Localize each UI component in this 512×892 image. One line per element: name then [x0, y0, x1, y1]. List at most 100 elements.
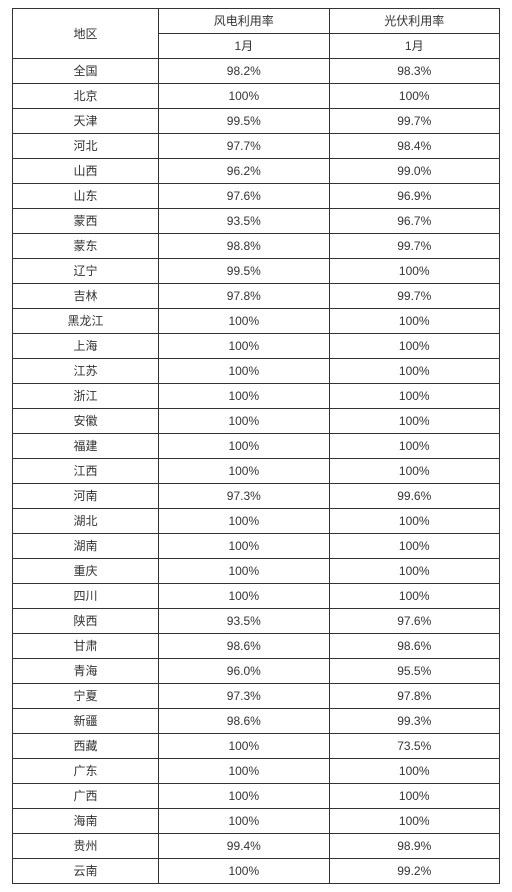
header-region: 地区 — [13, 9, 159, 59]
cell-solar: 95.5% — [329, 659, 499, 684]
cell-wind: 100% — [159, 584, 329, 609]
cell-solar: 100% — [329, 534, 499, 559]
cell-wind: 97.6% — [159, 184, 329, 209]
cell-wind: 93.5% — [159, 209, 329, 234]
cell-wind: 100% — [159, 559, 329, 584]
cell-region: 甘肃 — [13, 634, 159, 659]
table-row: 湖北100%100% — [13, 509, 500, 534]
table-row: 河南97.3%99.6% — [13, 484, 500, 509]
table-body: 全国98.2%98.3%北京100%100%天津99.5%99.7%河北97.7… — [13, 59, 500, 884]
cell-region: 浙江 — [13, 384, 159, 409]
cell-solar: 100% — [329, 584, 499, 609]
cell-region: 海南 — [13, 809, 159, 834]
table-row: 湖南100%100% — [13, 534, 500, 559]
cell-region: 重庆 — [13, 559, 159, 584]
table-row: 青海96.0%95.5% — [13, 659, 500, 684]
cell-solar: 96.7% — [329, 209, 499, 234]
cell-region: 江苏 — [13, 359, 159, 384]
cell-region: 黑龙江 — [13, 309, 159, 334]
cell-wind: 93.5% — [159, 609, 329, 634]
table-row: 安徽100%100% — [13, 409, 500, 434]
cell-solar: 98.3% — [329, 59, 499, 84]
table-row: 吉林97.8%99.7% — [13, 284, 500, 309]
cell-wind: 100% — [159, 384, 329, 409]
cell-solar: 99.3% — [329, 709, 499, 734]
cell-wind: 97.7% — [159, 134, 329, 159]
cell-region: 陕西 — [13, 609, 159, 634]
cell-region: 湖北 — [13, 509, 159, 534]
cell-region: 福建 — [13, 434, 159, 459]
table-row: 新疆98.6%99.3% — [13, 709, 500, 734]
cell-solar: 100% — [329, 434, 499, 459]
cell-region: 山东 — [13, 184, 159, 209]
cell-region: 江西 — [13, 459, 159, 484]
cell-region: 河北 — [13, 134, 159, 159]
cell-wind: 100% — [159, 309, 329, 334]
cell-wind: 100% — [159, 509, 329, 534]
cell-solar: 99.7% — [329, 234, 499, 259]
table-header: 地区 风电利用率 光伏利用率 1月 1月 — [13, 9, 500, 59]
cell-solar: 100% — [329, 384, 499, 409]
cell-wind: 100% — [159, 759, 329, 784]
cell-region: 新疆 — [13, 709, 159, 734]
cell-wind: 99.5% — [159, 109, 329, 134]
cell-wind: 97.3% — [159, 484, 329, 509]
table-row: 江苏100%100% — [13, 359, 500, 384]
header-solar: 光伏利用率 — [329, 9, 499, 34]
cell-wind: 99.5% — [159, 259, 329, 284]
cell-wind: 100% — [159, 409, 329, 434]
cell-wind: 100% — [159, 859, 329, 884]
table-row: 陕西93.5%97.6% — [13, 609, 500, 634]
cell-region: 西藏 — [13, 734, 159, 759]
cell-solar: 99.0% — [329, 159, 499, 184]
cell-region: 北京 — [13, 84, 159, 109]
cell-region: 宁夏 — [13, 684, 159, 709]
header-wind-month: 1月 — [159, 34, 329, 59]
cell-solar: 99.2% — [329, 859, 499, 884]
cell-solar: 100% — [329, 784, 499, 809]
cell-solar: 98.6% — [329, 634, 499, 659]
cell-solar: 73.5% — [329, 734, 499, 759]
cell-region: 湖南 — [13, 534, 159, 559]
table-row: 云南100%99.2% — [13, 859, 500, 884]
table-row: 西藏100%73.5% — [13, 734, 500, 759]
cell-region: 广西 — [13, 784, 159, 809]
cell-solar: 100% — [329, 759, 499, 784]
table-row: 广西100%100% — [13, 784, 500, 809]
header-row-1: 地区 风电利用率 光伏利用率 — [13, 9, 500, 34]
cell-solar: 100% — [329, 459, 499, 484]
table-row: 海南100%100% — [13, 809, 500, 834]
table-row: 四川100%100% — [13, 584, 500, 609]
table-row: 浙江100%100% — [13, 384, 500, 409]
cell-solar: 100% — [329, 509, 499, 534]
cell-region: 辽宁 — [13, 259, 159, 284]
utilization-table: 地区 风电利用率 光伏利用率 1月 1月 全国98.2%98.3%北京100%1… — [12, 8, 500, 884]
cell-wind: 100% — [159, 534, 329, 559]
table-row: 宁夏97.3%97.8% — [13, 684, 500, 709]
cell-solar: 99.6% — [329, 484, 499, 509]
cell-region: 天津 — [13, 109, 159, 134]
cell-region: 云南 — [13, 859, 159, 884]
cell-solar: 100% — [329, 259, 499, 284]
cell-wind: 100% — [159, 734, 329, 759]
table-row: 北京100%100% — [13, 84, 500, 109]
table-row: 广东100%100% — [13, 759, 500, 784]
table-row: 黑龙江100%100% — [13, 309, 500, 334]
cell-wind: 100% — [159, 459, 329, 484]
cell-solar: 97.6% — [329, 609, 499, 634]
cell-solar: 100% — [329, 309, 499, 334]
cell-wind: 100% — [159, 359, 329, 384]
cell-region: 蒙东 — [13, 234, 159, 259]
cell-wind: 100% — [159, 84, 329, 109]
table-row: 甘肃98.6%98.6% — [13, 634, 500, 659]
cell-region: 山西 — [13, 159, 159, 184]
table-row: 山西96.2%99.0% — [13, 159, 500, 184]
cell-region: 安徽 — [13, 409, 159, 434]
table-row: 蒙东98.8%99.7% — [13, 234, 500, 259]
header-solar-month: 1月 — [329, 34, 499, 59]
cell-region: 河南 — [13, 484, 159, 509]
cell-region: 青海 — [13, 659, 159, 684]
cell-region: 贵州 — [13, 834, 159, 859]
table-row: 上海100%100% — [13, 334, 500, 359]
cell-region: 上海 — [13, 334, 159, 359]
